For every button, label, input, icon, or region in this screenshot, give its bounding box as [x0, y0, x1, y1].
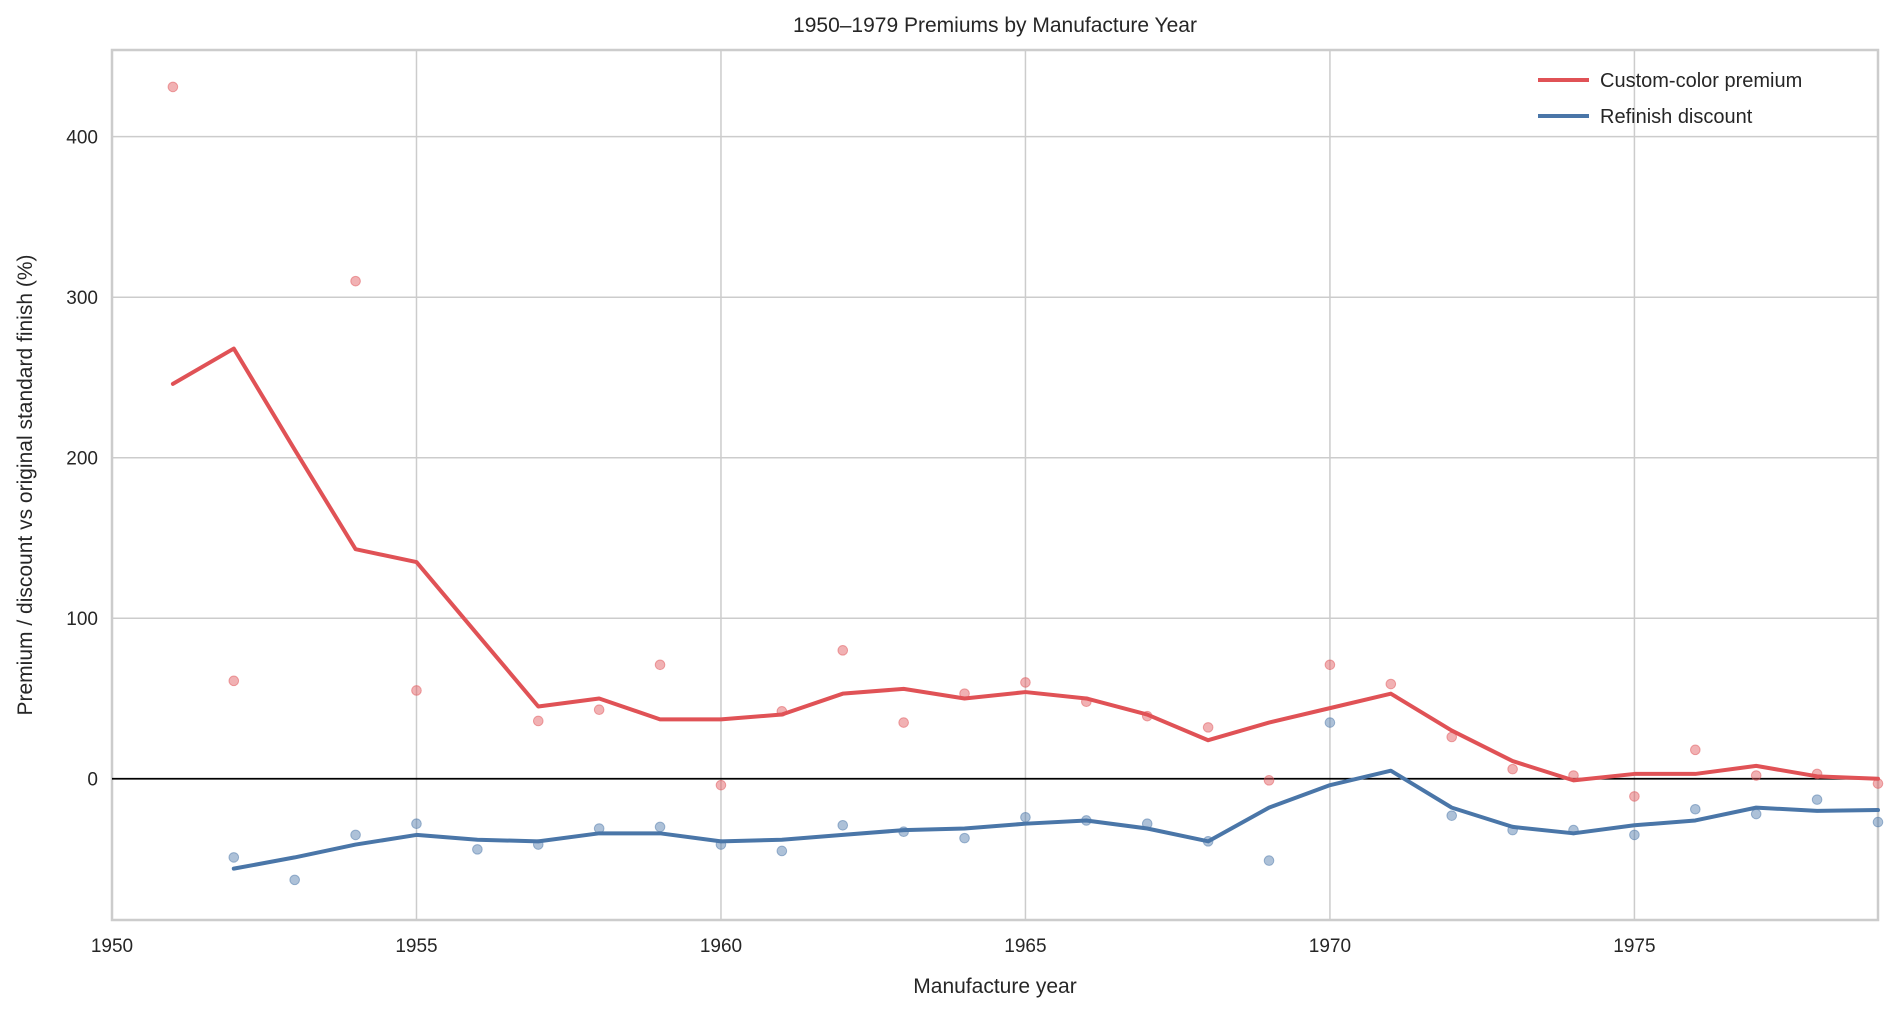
marks [112, 81, 1884, 886]
x-tick-label: 1965 [1004, 936, 1046, 957]
scatter-point [350, 829, 361, 841]
scatter-point [1507, 763, 1518, 775]
scatter-point [289, 874, 300, 886]
scatter-point [1629, 829, 1640, 841]
scatter-point [472, 844, 483, 855]
legend-label-custom-color: Custom-color premium [1600, 70, 1802, 92]
scatter-point [959, 832, 970, 844]
y-tick-label: 0 [87, 770, 98, 791]
scatter-point [228, 675, 240, 687]
scatter-point [1690, 744, 1701, 756]
legend: Custom-color premium Refinish discount [1538, 70, 1802, 128]
scatter-point [350, 275, 361, 287]
scatter-point [228, 852, 240, 863]
x-tick-label: 1975 [1613, 936, 1655, 957]
y-tick-label: 100 [66, 609, 98, 630]
scatter-point [1020, 677, 1031, 688]
x-axis-label: Manufacture year [913, 975, 1076, 998]
y-tick-label: 400 [66, 128, 98, 149]
scatter-point [1263, 775, 1275, 786]
scatter-point [1324, 659, 1336, 671]
scatter-point [654, 821, 666, 833]
scatter-point [837, 819, 849, 831]
x-tick-label: 1950 [91, 936, 133, 957]
chart-title: 1950–1979 Premiums by Manufacture Year [793, 14, 1197, 37]
legend-label-refinish: Refinish discount [1600, 106, 1753, 128]
x-tick-label: 1970 [1309, 936, 1351, 957]
scatter-point [1446, 810, 1458, 821]
scatter-point [837, 645, 849, 656]
x-tick-label: 1955 [395, 936, 437, 957]
scatter-point [1811, 794, 1823, 805]
scatter-point [1202, 722, 1214, 733]
scatter-point [1750, 808, 1762, 820]
y-axis-label: Premium / discount vs original standard … [14, 254, 37, 715]
scatter-point [411, 818, 422, 829]
series-line [170, 346, 1880, 783]
scatter-point [411, 685, 422, 696]
scatter-point [1690, 803, 1701, 815]
plot-frame [110, 48, 1880, 922]
scatter-point [715, 779, 727, 791]
scatter-point [776, 845, 788, 857]
scatter-point [1385, 678, 1397, 690]
scatter-point [654, 659, 666, 671]
scatter-point [532, 715, 544, 727]
scatter-point [1263, 855, 1275, 866]
x-tick-label: 1960 [700, 936, 742, 957]
scatter-point [1020, 811, 1031, 823]
scatter-point [1324, 717, 1336, 728]
scatter-point [1629, 791, 1640, 802]
scatter-point [167, 81, 179, 93]
y-tick-label: 200 [66, 449, 98, 470]
grid [110, 48, 1880, 922]
series-line [231, 768, 1880, 871]
y-tick-label: 300 [66, 288, 98, 309]
scatter-point [898, 717, 909, 728]
scatter-point [1872, 816, 1884, 828]
scatter-point [593, 704, 605, 716]
scatter-point [1750, 770, 1762, 781]
ticks: 1950 1955 1960 1965 1970 1975 0 100 200 300 400 [66, 128, 1655, 957]
